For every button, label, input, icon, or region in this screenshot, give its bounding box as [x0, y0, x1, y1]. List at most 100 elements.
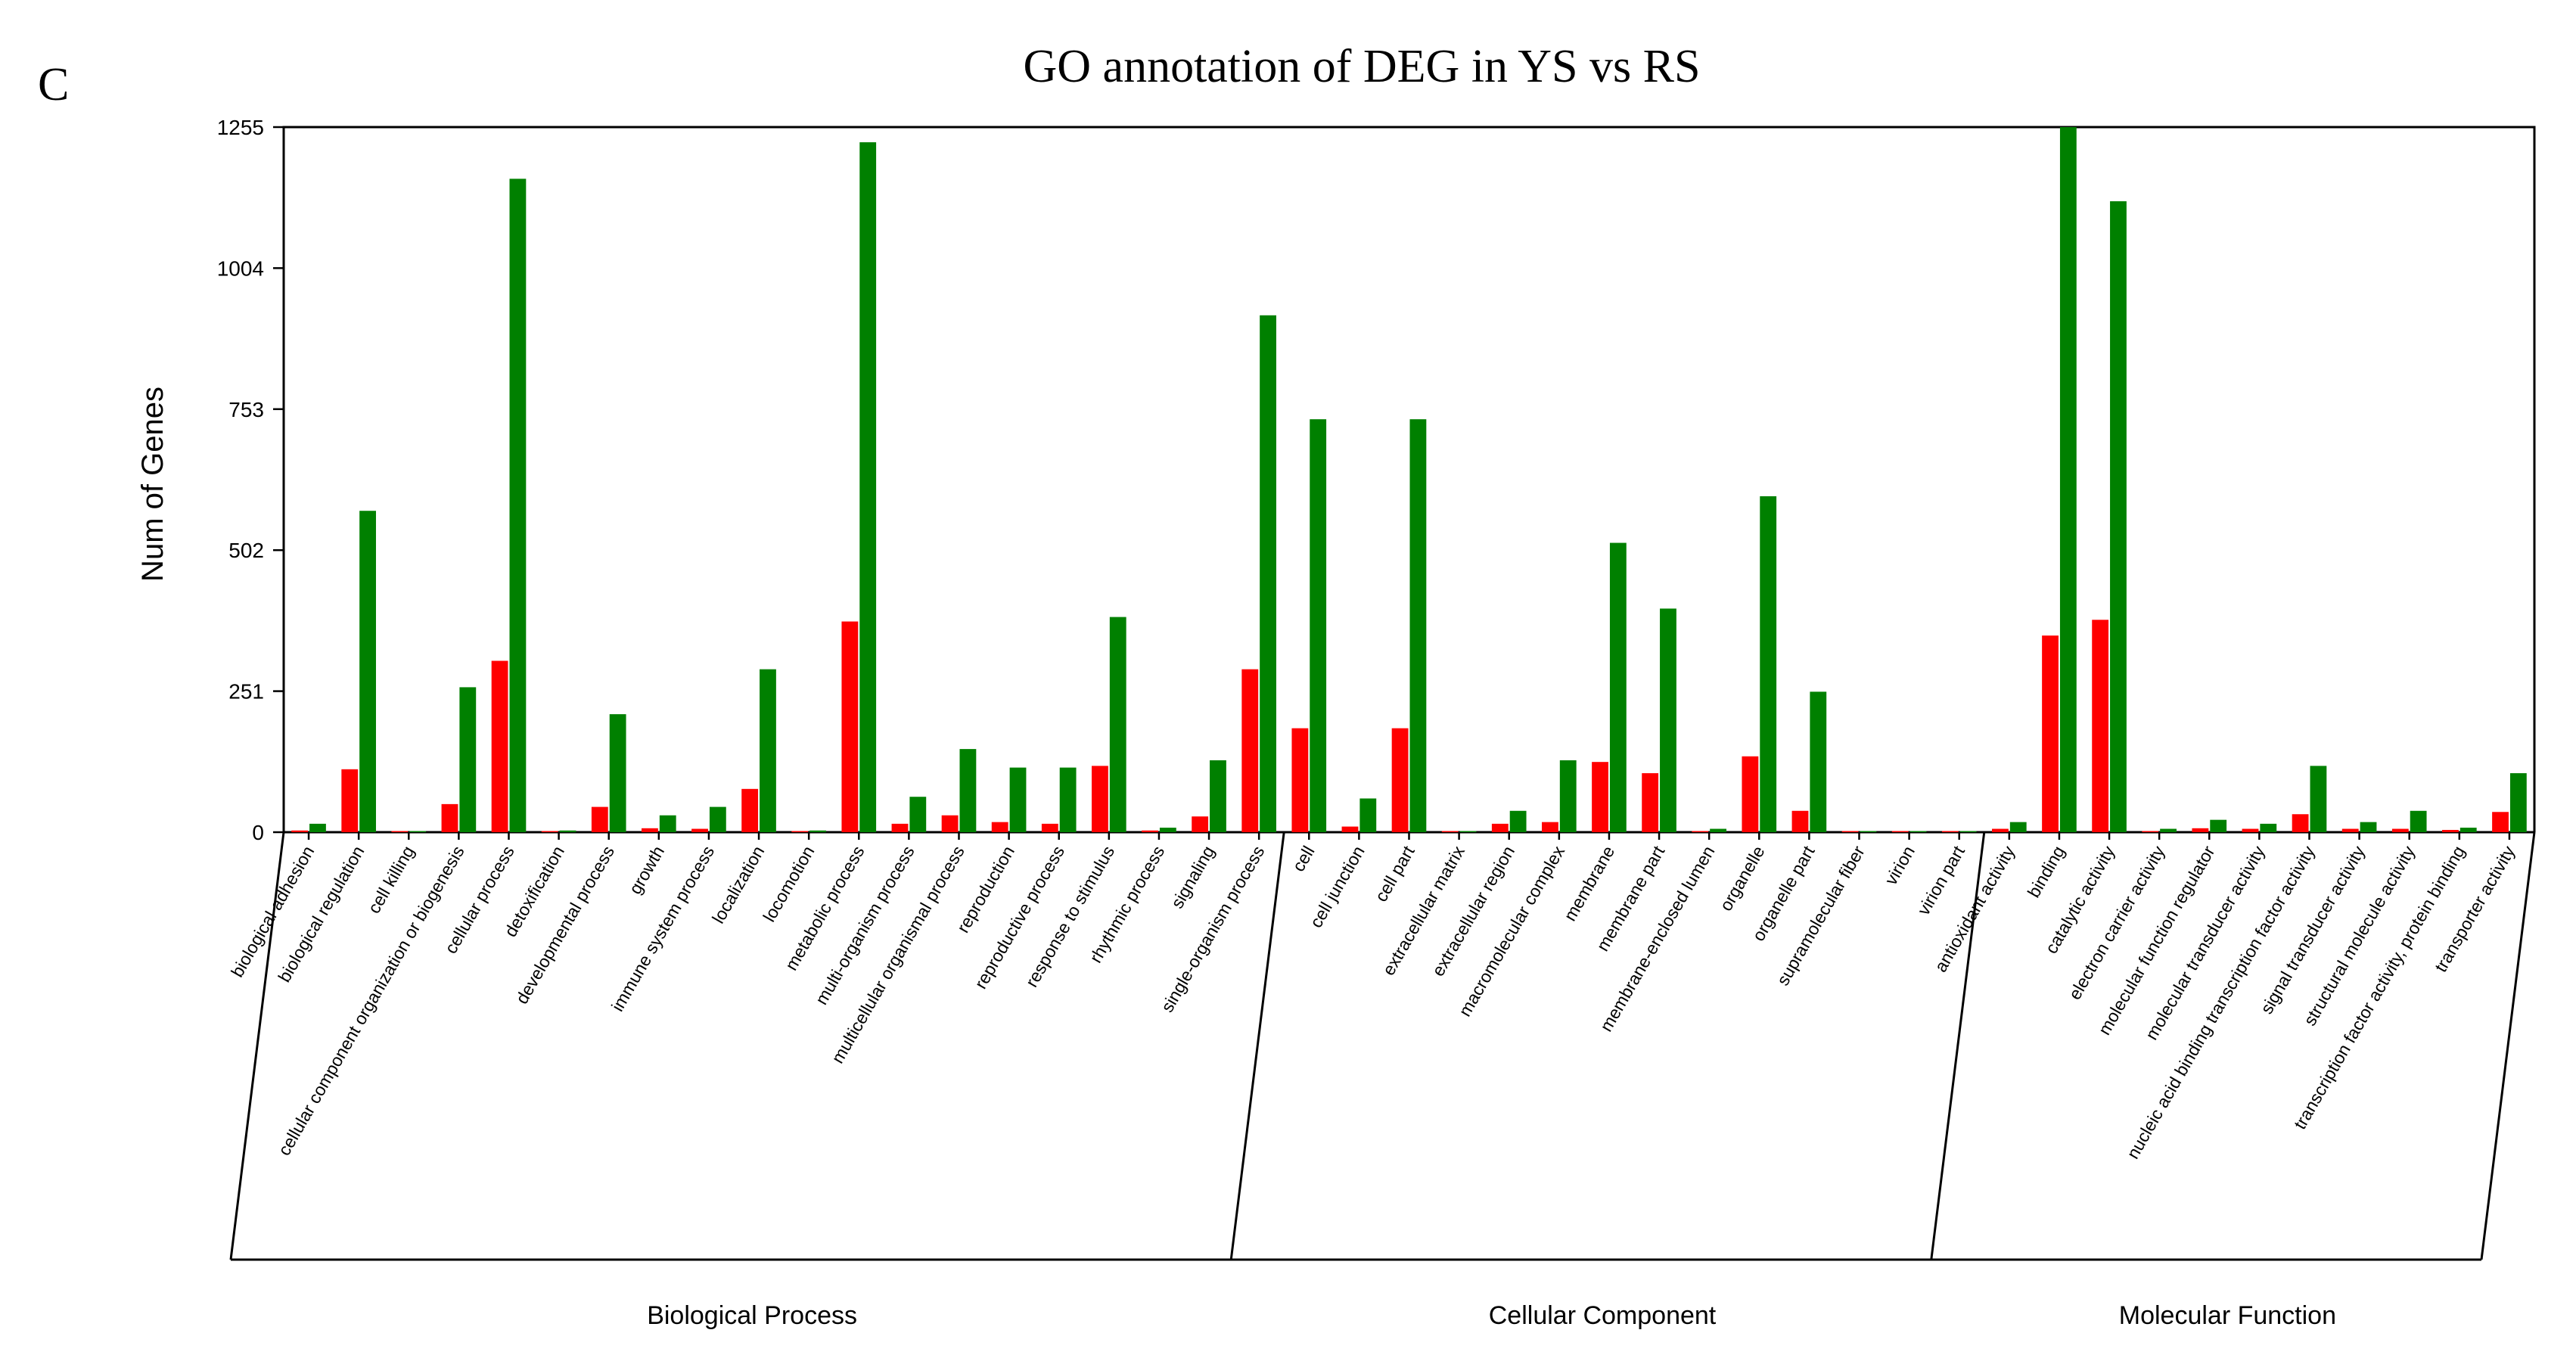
bar-green-35	[2059, 127, 2077, 832]
y-tick-label: 251	[228, 680, 264, 704]
bar-red-30	[1791, 810, 1809, 832]
bar-green-18	[1210, 760, 1226, 832]
bar-red-36	[2092, 620, 2109, 832]
bar-green-20	[1310, 419, 1327, 832]
bar-red-9	[741, 788, 759, 832]
bar-red-33	[1941, 831, 1959, 833]
bar-green-39	[2260, 823, 2277, 832]
bar-red-38	[2192, 828, 2209, 832]
bar-red-31	[1841, 831, 1859, 833]
bar-green-4	[509, 179, 527, 833]
bar-green-26	[1609, 542, 1627, 832]
bar-red-18	[1192, 816, 1209, 832]
bar-red-35	[2042, 635, 2059, 832]
x-tick-label: nucleic acid binding transcription facto…	[2123, 842, 2319, 1162]
bar-green-43	[2459, 828, 2477, 832]
bar-red-28	[1692, 831, 1709, 833]
y-tick-label: 0	[252, 821, 264, 844]
x-tick-label: binding	[2024, 843, 2069, 901]
x-tick-label: cell part	[1371, 842, 1419, 905]
bar-red-39	[2242, 828, 2259, 832]
bar-green-33	[1959, 831, 1977, 833]
x-tick-label: membrane	[1560, 843, 1618, 924]
group-label: Molecular Function	[2119, 1301, 2336, 1330]
x-tick-label: cell killing	[364, 843, 418, 917]
bar-red-1	[341, 769, 359, 832]
bar-green-14	[1009, 767, 1027, 832]
x-tick-label: response to stimulus	[1021, 843, 1118, 991]
bar-red-32	[1891, 831, 1909, 833]
x-tick-label: virion	[1881, 843, 1919, 889]
bar-red-27	[1642, 773, 1659, 832]
bar-red-6	[591, 806, 608, 832]
x-tick-label: virion part	[1913, 842, 1969, 918]
bar-green-25	[1559, 760, 1577, 832]
y-ticks: 0 251 502 753 1004 1255	[217, 116, 284, 844]
bar-red-4	[491, 660, 508, 832]
bar-green-17	[1159, 828, 1176, 832]
bar-green-6	[609, 714, 626, 832]
bar-green-32	[1909, 831, 1927, 833]
bar-green-3	[459, 687, 477, 832]
bar-green-9	[760, 669, 776, 832]
bar-red-37	[2142, 831, 2159, 833]
x-tick-label: multi-organism process	[811, 843, 918, 1008]
y-tick-label: 502	[228, 539, 264, 562]
bar-green-12	[909, 797, 927, 832]
bar-red-16	[1092, 766, 1108, 832]
bar-green-19	[1260, 315, 1276, 832]
bar-green-30	[1810, 691, 1827, 832]
floor-right-edge	[2480, 831, 2536, 1260]
bar-red-11	[841, 621, 859, 832]
y-tick-label: 1255	[217, 116, 264, 139]
group-label: Cellular Component	[1489, 1301, 1717, 1330]
bar-green-28	[1710, 828, 1726, 832]
bar-red-12	[891, 823, 909, 832]
x-tick-label: immune system process	[607, 843, 719, 1015]
chart-title: GO annotation of DEG in YS vs RS	[1024, 41, 1701, 92]
bar-red-34	[1992, 828, 2009, 832]
bar-red-23	[1441, 831, 1459, 833]
bar-red-41	[2341, 828, 2359, 832]
bar-green-5	[559, 830, 576, 832]
group-label: Biological Process	[647, 1301, 857, 1330]
bar-green-2	[409, 831, 427, 833]
y-tick-label: 1004	[217, 256, 264, 280]
group-divider	[1229, 831, 1285, 1260]
panel-label: C	[38, 59, 69, 110]
bar-red-20	[1291, 728, 1309, 832]
x-tick-label: growth	[625, 843, 668, 898]
bar-green-0	[309, 823, 326, 832]
x-tick-label: developmental process	[511, 843, 618, 1008]
bar-red-43	[2442, 830, 2459, 832]
x-tick-label: locomotion	[759, 843, 818, 925]
bar-red-14	[991, 822, 1008, 832]
bar-green-44	[2509, 773, 2527, 832]
bar-red-3	[441, 803, 458, 832]
bar-red-21	[1341, 826, 1359, 832]
bars	[291, 127, 2527, 833]
bar-red-8	[691, 828, 708, 832]
bar-green-36	[2110, 201, 2127, 832]
bar-green-41	[2360, 822, 2377, 832]
bar-green-7	[659, 815, 676, 832]
y-tick-label: 753	[228, 398, 264, 421]
bar-red-40	[2292, 814, 2309, 832]
bar-red-24	[1491, 823, 1509, 832]
bar-green-34	[2009, 822, 2027, 832]
x-tick-label: supramolecular fiber	[1773, 842, 1869, 989]
bar-red-0	[291, 830, 309, 832]
bar-red-22	[1391, 728, 1409, 832]
bar-red-15	[1041, 823, 1058, 832]
x-tick-label: cellular component organization or bioge…	[274, 843, 468, 1159]
bar-red-44	[2492, 812, 2509, 832]
bar-green-38	[2210, 819, 2227, 832]
floor-left-edge	[229, 831, 285, 1260]
bar-red-19	[1241, 669, 1259, 832]
x-tick-label: signaling	[1167, 843, 1218, 912]
bar-green-16	[1109, 617, 1126, 832]
bar-red-2	[391, 831, 409, 833]
x-tick-label: cell	[1288, 843, 1319, 875]
bar-green-10	[809, 830, 826, 832]
